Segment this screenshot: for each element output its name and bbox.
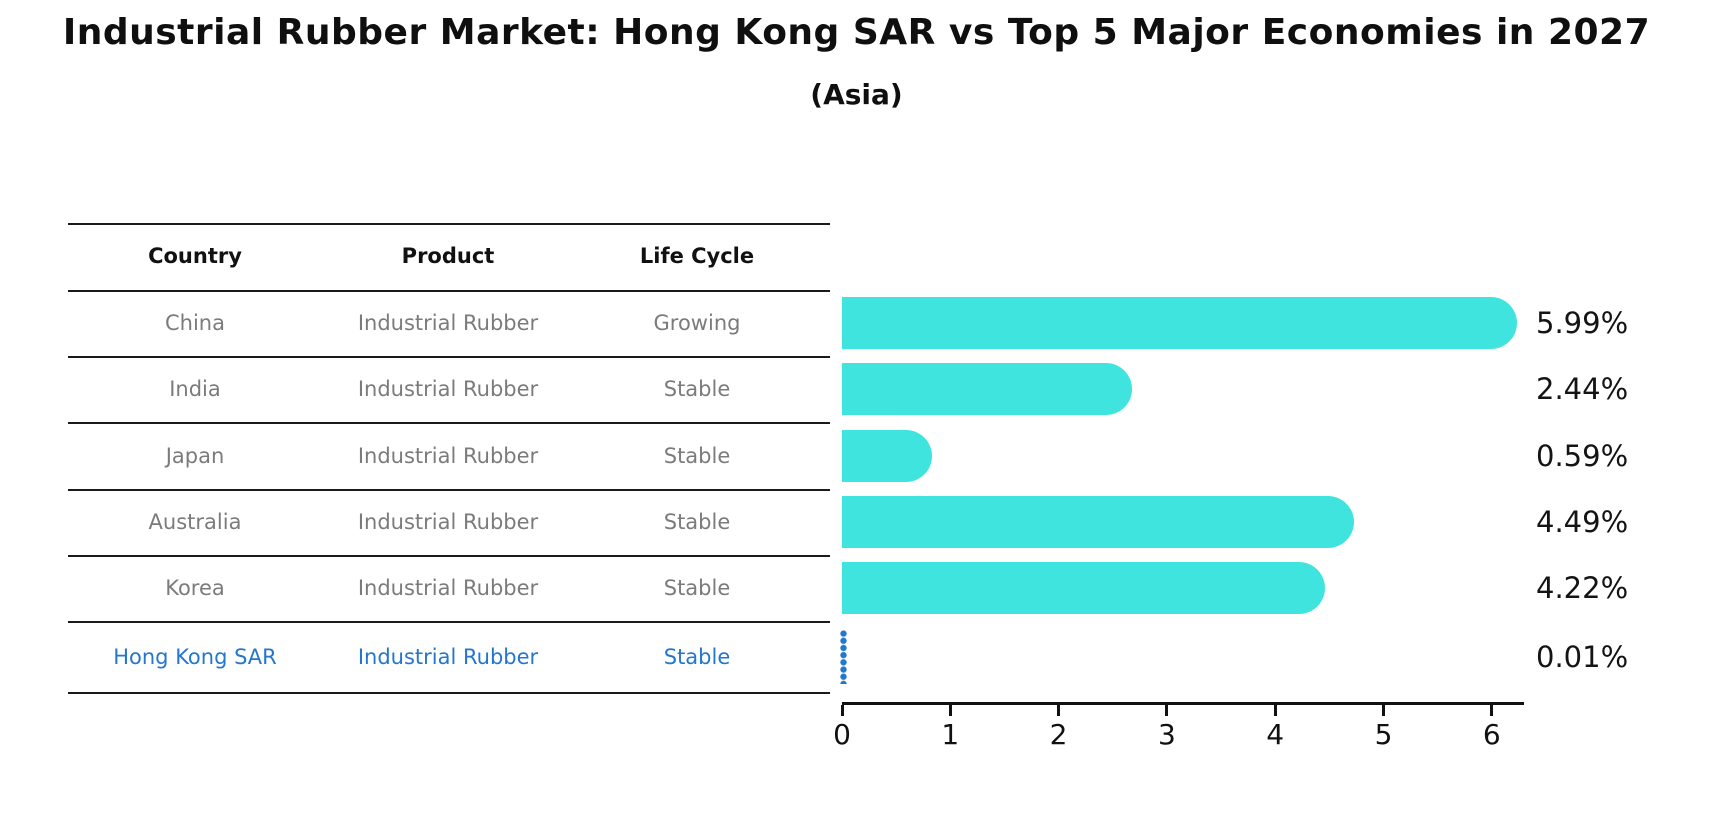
table-cell-product: Industrial Rubber	[357, 443, 539, 468]
x-tick-label: 1	[941, 718, 960, 751]
x-tick	[1273, 705, 1277, 716]
table-cell-product: Industrial Rubber	[357, 510, 539, 534]
table-cell-product: Industrial Rubber	[357, 311, 539, 335]
chart-title: Industrial Rubber Market: Hong Kong SAR …	[62, 12, 1651, 53]
table-cell-country: Japan	[165, 443, 225, 468]
table-cell-product: Industrial Rubber	[357, 644, 539, 669]
row-separator-line	[68, 290, 830, 292]
row-separator-line	[68, 621, 830, 623]
col-header-product: Product	[401, 244, 495, 268]
x-tick	[1165, 705, 1169, 716]
x-tick-label: 5	[1374, 718, 1393, 751]
bar-value-label: 0.01%	[1536, 639, 1629, 674]
table-cell-life-cycle: Stable	[663, 644, 731, 669]
x-tick	[1382, 705, 1385, 716]
x-tick-label: 4	[1266, 718, 1285, 751]
table-cell-product: Industrial Rubber	[357, 576, 539, 600]
x-tick	[1057, 705, 1061, 716]
bar	[842, 297, 1517, 349]
row-separator-line	[68, 422, 830, 424]
col-header-country: Country	[148, 244, 242, 268]
row-separator-line	[68, 356, 830, 358]
table-cell-life-cycle: Stable	[663, 377, 731, 401]
x-tick-label: 6	[1482, 718, 1501, 751]
bar	[842, 562, 1326, 614]
col-header-life-cycle: Life Cycle	[639, 244, 755, 268]
row-separator-line	[68, 223, 830, 225]
bar	[842, 363, 1133, 415]
x-tick-label: 0	[833, 718, 851, 751]
table-cell-life-cycle: Growing	[653, 311, 741, 335]
row-separator-line	[68, 692, 830, 694]
x-tick	[840, 705, 844, 716]
x-tick	[948, 705, 952, 716]
table-cell-country: Australia	[148, 510, 242, 534]
table-cell-country: Hong Kong SAR	[113, 644, 277, 669]
table-cell-life-cycle: Stable	[663, 576, 731, 600]
table-cell-country: Korea	[165, 576, 225, 600]
bar	[842, 429, 932, 482]
bar-value-label: 4.49%	[1536, 505, 1629, 539]
x-tick-label: 2	[1049, 718, 1068, 751]
bar	[842, 496, 1355, 548]
bar-value-label: 2.44%	[1536, 372, 1629, 406]
highlight-bar-marker	[840, 629, 847, 684]
table-cell-country: India	[169, 377, 221, 401]
row-separator-line	[68, 555, 830, 557]
x-tick	[1490, 705, 1494, 716]
table-cell-product: Industrial Rubber	[357, 377, 539, 401]
table-cell-life-cycle: Stable	[663, 510, 731, 534]
x-axis	[842, 702, 1524, 705]
bar-value-label: 0.59%	[1536, 438, 1629, 473]
table-cell-life-cycle: Stable	[663, 443, 731, 468]
x-tick-label: 3	[1157, 718, 1176, 751]
row-separator-line	[68, 489, 830, 491]
chart-subtitle: (Asia)	[810, 78, 903, 111]
table-cell-country: China	[165, 311, 225, 335]
bar-value-label: 5.99%	[1536, 306, 1629, 340]
bar-value-label: 4.22%	[1536, 571, 1629, 605]
